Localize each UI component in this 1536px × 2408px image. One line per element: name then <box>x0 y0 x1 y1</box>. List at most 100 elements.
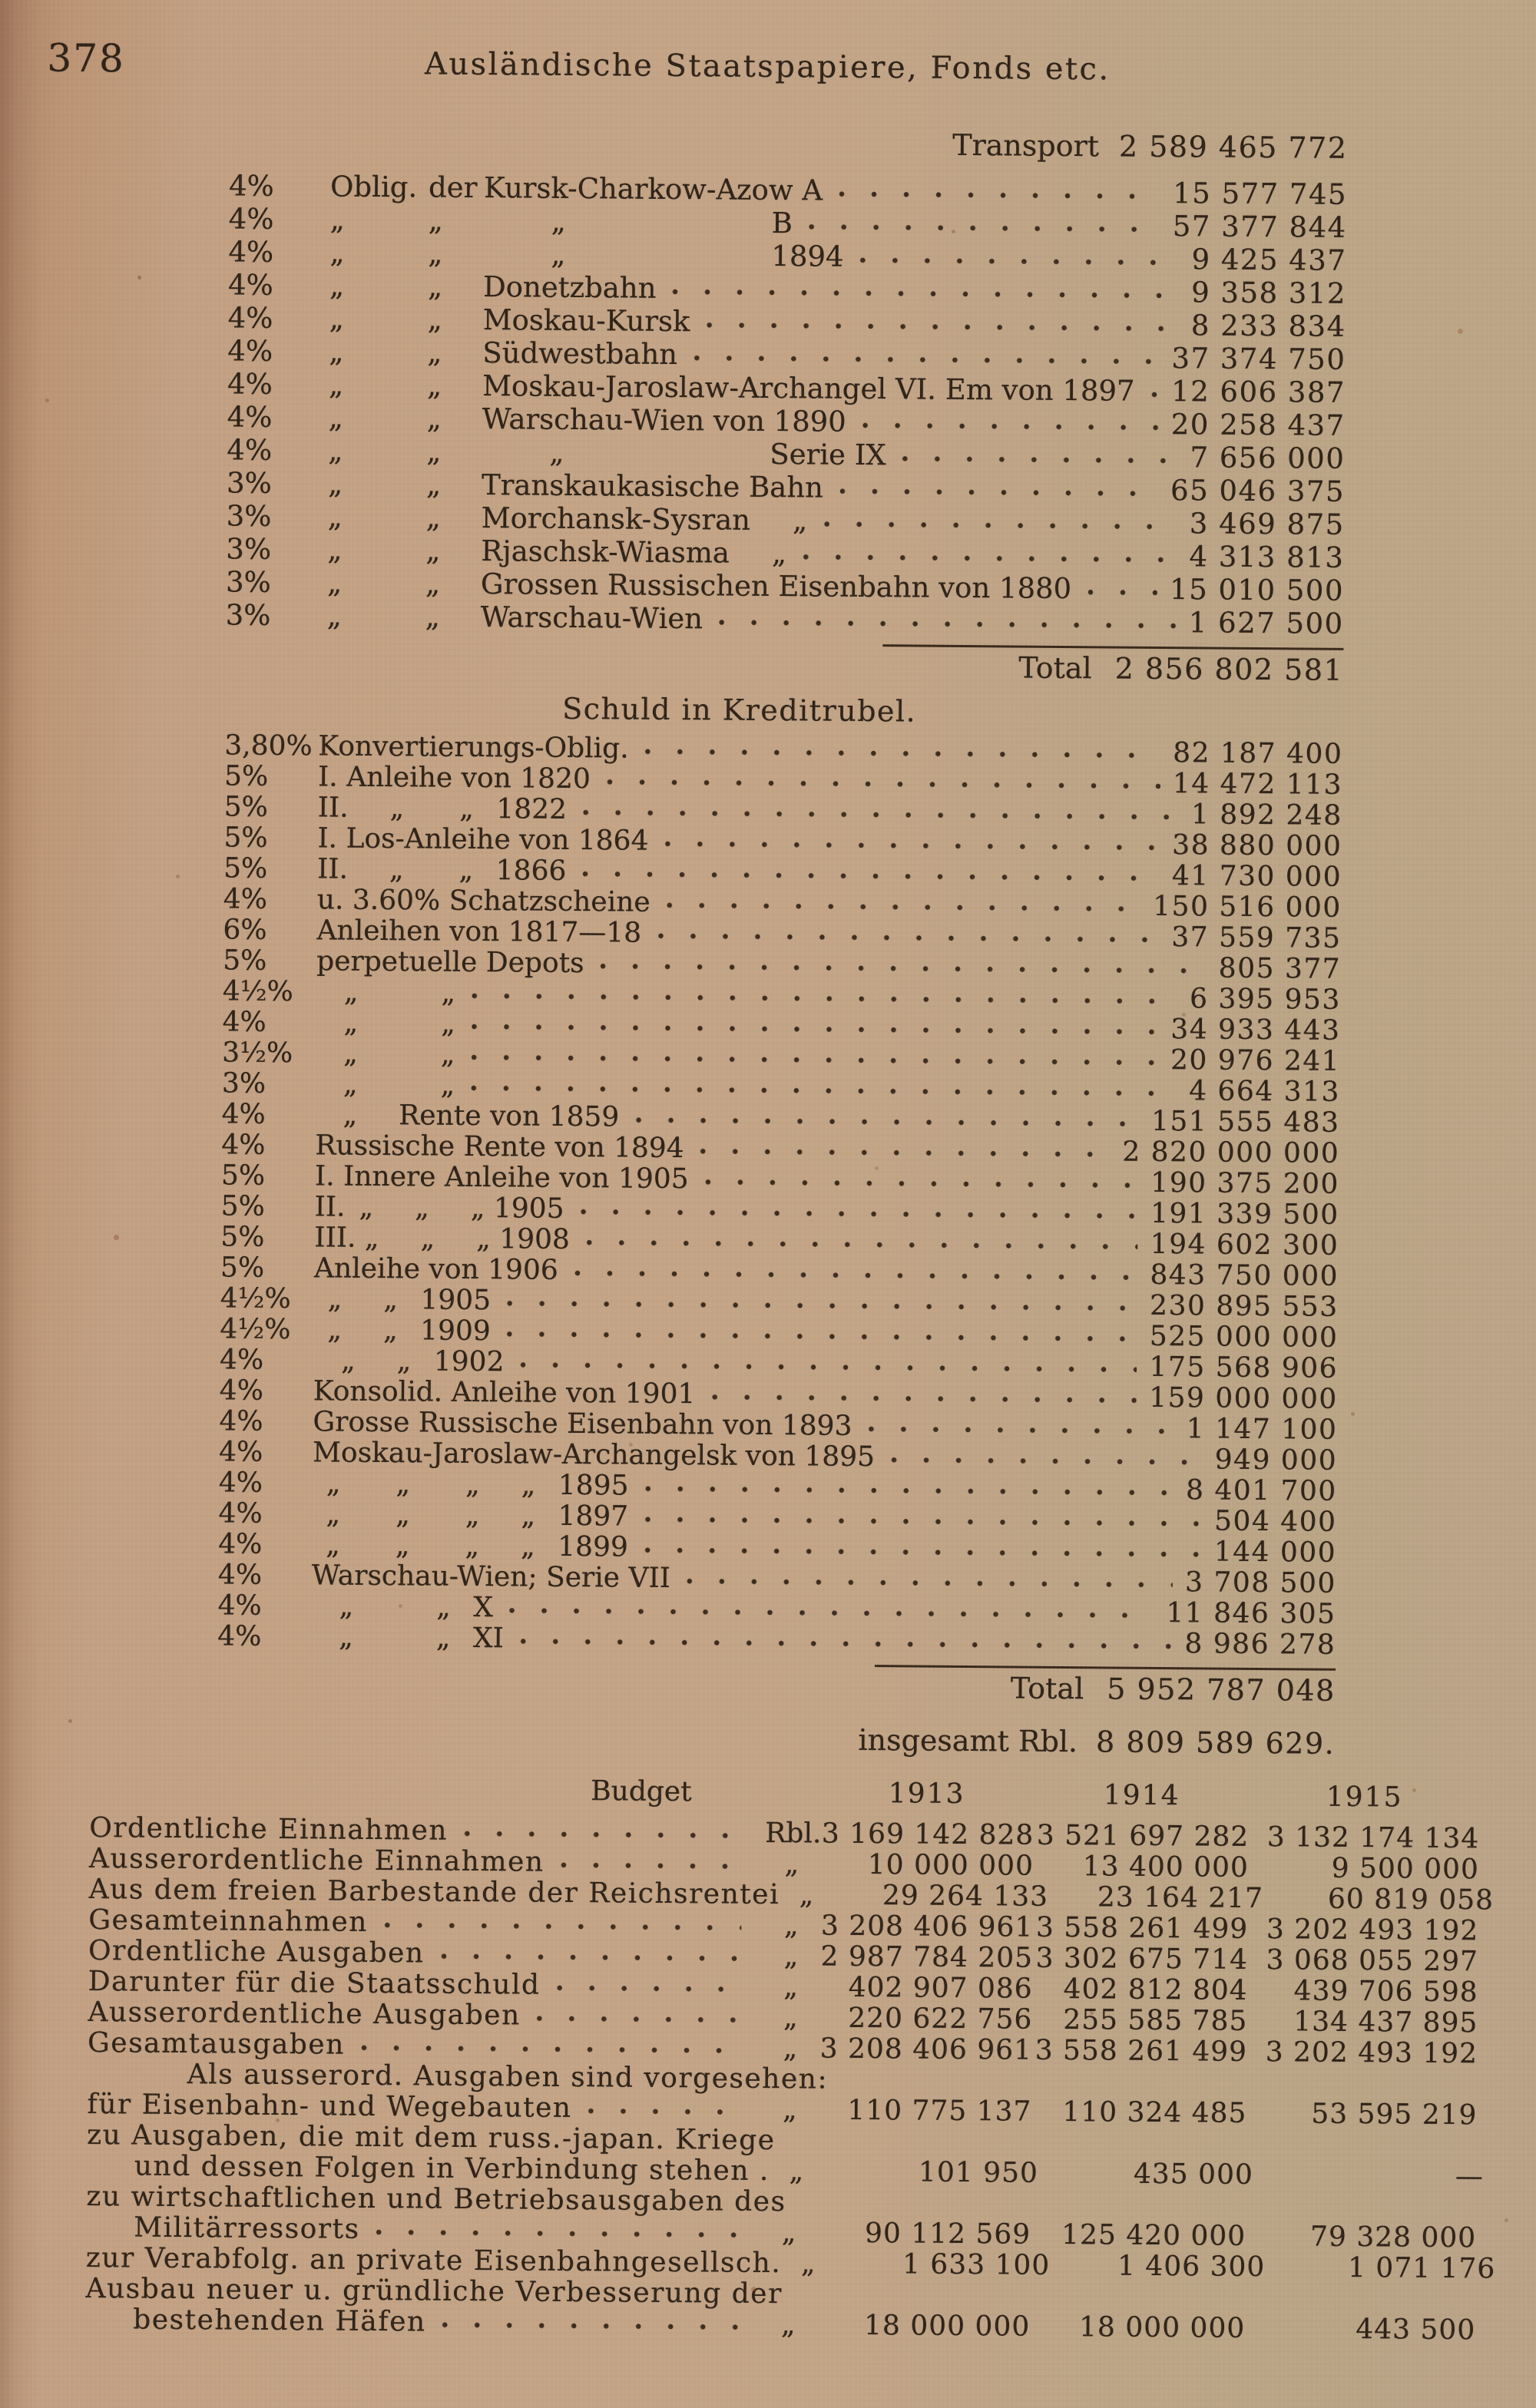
amount-1914: 125 420 000 <box>1061 2219 1246 2252</box>
amount-1915: 60 819 058 <box>1327 1883 1495 1917</box>
debt-label: „ „ X <box>311 1590 494 1624</box>
dot-leader <box>535 2001 741 2026</box>
percent-cell: 5% <box>223 760 269 792</box>
bond-name: Transkaukasische Bahn <box>481 468 824 504</box>
budget-table: Budget 1913 1914 1915 Ordentliche Einnah… <box>85 1770 1495 2346</box>
debt-label: I. Anleihe von 1820 <box>317 761 591 796</box>
amount: 159 000 000 <box>1149 1381 1338 1415</box>
debt-label: I. Los-Anleihe von 1864 <box>317 822 649 857</box>
amount-1914: 18 000 000 <box>1078 2311 1246 2344</box>
amount: 504 400 <box>1213 1505 1337 1538</box>
amount: 194 602 300 <box>1150 1228 1339 1262</box>
bond-name: Kursk-Charkow-Azow A <box>483 171 823 207</box>
percent-cell: 5% <box>223 852 268 885</box>
dot-leader <box>671 274 1180 303</box>
ditto-mark: „ <box>427 303 443 336</box>
amount: 3 469 875 <box>1189 507 1345 541</box>
dot-leader <box>439 1939 742 1965</box>
amount-1913: 3 208 406 961 <box>820 1910 1034 1943</box>
amount: 11 846 305 <box>1166 1597 1336 1630</box>
percent-cell: 3% <box>225 565 271 599</box>
percent-cell: 4½% <box>222 975 294 1008</box>
currency-mark: „ <box>783 1910 799 1942</box>
grand-total-value: 8 809 589 629. <box>1095 1725 1336 1761</box>
dot-leader <box>699 1134 1111 1161</box>
dot-leader <box>359 2030 741 2057</box>
grand-total-label: insgesamt Rbl. <box>858 1722 1078 1759</box>
percent-cell: 4% <box>227 367 273 401</box>
ditto-mark: Oblig. <box>329 170 418 204</box>
dot-leader <box>838 474 1159 500</box>
currency-mark: „ <box>789 2155 804 2188</box>
dot-leader <box>471 978 1178 1008</box>
dot-leader <box>657 918 1160 946</box>
debt-label: Anleihen von 1817—18 <box>316 915 642 949</box>
percent-cell: 4½% <box>220 1313 291 1346</box>
currency-mark: „ <box>799 1879 814 1911</box>
amount-1915: 9 500 000 <box>1331 1852 1480 1886</box>
total-label: Total <box>1010 1671 1084 1706</box>
debt-label: „ „ 1905 <box>313 1283 492 1317</box>
currency-mark: „ <box>783 1940 799 1973</box>
currency-mark: „ <box>780 2309 796 2341</box>
amount: 65 046 375 <box>1170 474 1346 508</box>
currency-mark: „ <box>783 2033 798 2065</box>
dot-leader <box>579 1195 1139 1222</box>
percent-cell: 4% <box>228 169 274 203</box>
bond-name-cell: Transkaukasische Bahn <box>482 468 823 504</box>
amount: 191 339 500 <box>1150 1197 1339 1231</box>
dot-leader <box>441 2307 739 2334</box>
ditto-mark: „ <box>328 368 344 402</box>
amount-1914: 1 406 300 <box>1117 2250 1266 2284</box>
amount: 1 147 100 <box>1186 1413 1338 1446</box>
amount-1915: 439 706 598 <box>1293 1975 1478 2009</box>
currency-mark: Rbl. <box>765 1817 822 1850</box>
amount: 8 401 700 <box>1185 1474 1337 1507</box>
dot-leader <box>587 2094 740 2119</box>
amount: 41 730 000 <box>1171 860 1342 893</box>
budget-label: Gesamtausgaben <box>87 2027 346 2061</box>
percent-cell: 3% <box>221 1067 266 1100</box>
amount: 843 750 000 <box>1150 1259 1339 1292</box>
budget-label: Gesamteinnahmen <box>88 1904 369 1938</box>
dot-leader <box>644 734 1161 762</box>
amount: 14 472 113 <box>1172 768 1343 801</box>
kreditrubel-table: 3,80% Konvertierungs-Oblig. 82 187 400 5% I.… <box>217 729 1343 1661</box>
dot-leader <box>581 796 1180 824</box>
debt-label: perpetuelle Depots <box>316 945 584 980</box>
percent-cell: 4% <box>227 301 273 335</box>
amount: 34 933 443 <box>1170 1014 1341 1047</box>
ditto-mark: „ <box>425 501 442 534</box>
percent-cell: 5% <box>220 1159 266 1192</box>
bond-name: Morchansk-Sysran <box>481 501 751 537</box>
amount: 8 986 278 <box>1184 1628 1336 1661</box>
amount-1914: 13 400 000 <box>1082 1851 1250 1884</box>
amount: 1 892 248 <box>1190 799 1342 832</box>
amount: 37 374 750 <box>1171 342 1346 376</box>
bond-name: Moskau-Jaroslaw-Archangel VI. Em von 189… <box>482 369 1135 408</box>
debt-label: „ „ „ „ 1899 <box>312 1529 629 1563</box>
dot-leader <box>807 210 1160 236</box>
amount: 175 568 906 <box>1149 1351 1339 1384</box>
percent-cell: 4% <box>227 268 273 302</box>
dot-leader <box>470 1009 1159 1038</box>
amount: 949 000 <box>1214 1444 1338 1477</box>
budget-header-spacer <box>766 1801 819 1802</box>
amount-1914: 3 558 261 499 <box>1034 2034 1248 2068</box>
dot-leader <box>705 308 1180 336</box>
percent-cell: 4% <box>218 1528 263 1560</box>
budget-label: Militärressorts <box>134 2211 360 2245</box>
dot-leader <box>643 1533 1202 1561</box>
ditto-mark: der <box>428 170 478 204</box>
dot-leader <box>717 605 1177 633</box>
debt-label: „ „ 1909 <box>313 1314 491 1348</box>
dot-leader <box>837 177 1161 203</box>
dot-leader <box>823 507 1178 534</box>
amount-1914: 3 302 675 714 <box>1035 1942 1249 1976</box>
bond-name-cell: Donetzbahn <box>483 270 657 305</box>
amount: 9 358 312 <box>1191 276 1347 310</box>
ditto-mark: „ <box>326 599 343 633</box>
amount-1915: 3 202 493 192 <box>1266 1914 1479 1947</box>
amount: 9 425 437 <box>1191 243 1347 277</box>
